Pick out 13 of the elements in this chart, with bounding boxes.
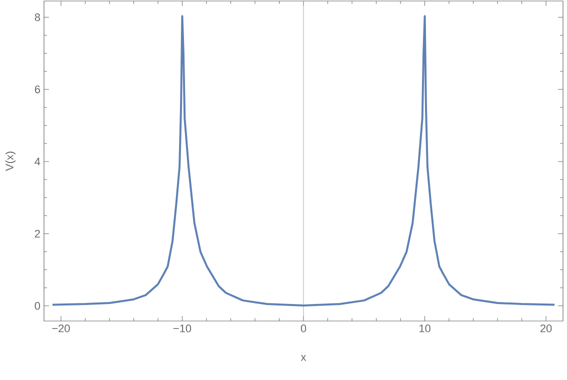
line-series xyxy=(51,15,556,306)
y-axis-title: V(x) xyxy=(5,152,16,171)
x-tick-label: −10 xyxy=(173,324,192,332)
y-tick-label: 8 xyxy=(34,13,40,22)
y-tick-label: 6 xyxy=(34,86,40,94)
x-tick-label: 0 xyxy=(300,324,306,332)
y-tick-label: 4 xyxy=(34,158,40,166)
x-tick-label: −20 xyxy=(52,324,70,332)
x-axis-title: x xyxy=(300,355,306,361)
y-tick-label: 2 xyxy=(34,230,40,238)
x-tick-label: 10 xyxy=(420,324,430,332)
y-tick-label: 0 xyxy=(34,302,40,310)
x-tick-label: 20 xyxy=(540,324,552,332)
